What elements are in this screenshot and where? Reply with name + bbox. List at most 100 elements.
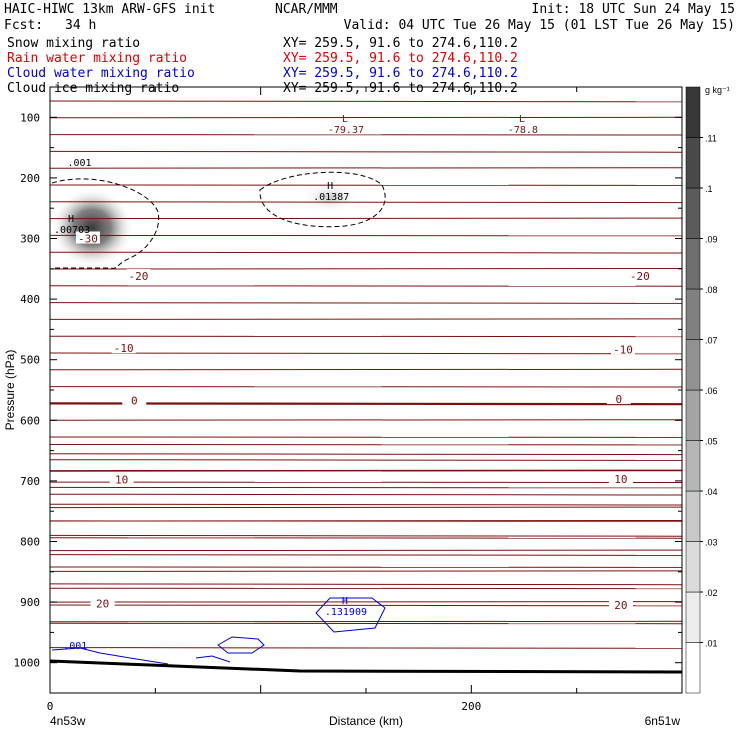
colorbar-segment (685, 137, 701, 189)
forecast-label: Fcst: (4, 18, 43, 33)
temperature-contour (50, 534, 682, 537)
colorbar-tick-label: .06 (705, 386, 718, 396)
label-backdrop (90, 596, 115, 609)
temperature-contour (50, 100, 682, 103)
y-tick-label: 200 (20, 172, 40, 185)
model-title: HAIC-HIWC 13km ARW-GFS init (4, 2, 215, 17)
temperature-contour (50, 368, 682, 371)
colorbar-segment (685, 490, 701, 542)
y-tick-label: 500 (20, 354, 40, 367)
temperature-label: 0 (615, 393, 622, 406)
extremum-marker: L (342, 114, 348, 125)
label-backdrop (608, 598, 633, 611)
colorbar-unit: g kg⁻¹ (705, 85, 730, 95)
colorbar-segment (685, 86, 701, 138)
cloud-water-contour (217, 636, 265, 654)
colorbar-segment (685, 187, 701, 239)
valid-time: Valid: 04 UTC Tue 26 May 15 (01 LST Tue … (344, 18, 735, 33)
temperature-contour (50, 150, 682, 153)
temperature-contour (50, 301, 682, 304)
temperature-contour (50, 352, 682, 355)
colorbar-tick-label: .01 (705, 639, 718, 649)
colorbar-segment (685, 541, 701, 593)
cloud-water-contour (51, 647, 169, 665)
field-xy: XY= 259.5, 91.6 to 274.6,110.2 (283, 81, 518, 96)
y-tick-label: 800 (20, 536, 40, 549)
field-name: Cloud water mixing ratio (7, 66, 195, 81)
y-tick-label: 100 (20, 111, 40, 124)
colorbar-tick-label: .09 (705, 235, 718, 245)
colorbar-segment (685, 389, 701, 441)
field-xy: XY= 259.5, 91.6 to 274.6,110.2 (283, 36, 518, 51)
label-backdrop (126, 269, 151, 282)
temperature-label: 20 (96, 597, 109, 610)
temperature-label: 10 (115, 474, 128, 487)
label-backdrop (109, 472, 134, 485)
temperature-contour (50, 419, 682, 421)
temperature-contour (50, 604, 682, 607)
x-tick-label: 200 (461, 700, 481, 713)
y-tick-label: 600 (20, 414, 40, 427)
temperature-contour (50, 268, 682, 270)
field-name: Rain water mixing ratio (7, 51, 187, 66)
colorbar-tick-label: .05 (705, 437, 718, 447)
extremum-marker: H (327, 181, 333, 192)
snow-maximum-shading (50, 187, 135, 268)
colorbar-tick-label: .04 (705, 487, 718, 497)
temperature-label: -10 (613, 343, 633, 356)
field-name: Snow mixing ratio (7, 36, 140, 51)
field-name: Cloud ice mixing ratio (7, 81, 179, 96)
ice-contour-001 (259, 171, 386, 228)
terrain-line (50, 659, 682, 674)
temperature-contour (50, 116, 682, 119)
colorbar-segment (685, 642, 701, 694)
extremum-value: -78.8 (508, 125, 538, 136)
label-backdrop (606, 392, 631, 405)
label-backdrop (111, 341, 136, 354)
y-tick-label: 700 (20, 475, 40, 488)
label-backdrop (608, 472, 633, 485)
colorbar-segment (685, 288, 701, 340)
temperature-contour (50, 570, 682, 572)
temperature-contour (50, 493, 682, 496)
y-tick-label: 1000 (14, 657, 41, 670)
temperature-label: -20 (630, 270, 650, 283)
y-tick-label: 900 (20, 596, 40, 609)
contour-label: .001 (67, 158, 91, 169)
temperature-contour (50, 646, 682, 649)
temperature-contour (50, 620, 682, 623)
field-xy: XY= 259.5, 91.6 to 274.6,110.2 (283, 66, 518, 81)
temperature-contour (50, 583, 682, 586)
temperature-contour (50, 553, 682, 556)
temperature-contour (50, 217, 682, 220)
temperature-contour (50, 453, 682, 456)
x-right-endpoint: 6n51w (645, 714, 681, 728)
colorbar-segment (685, 339, 701, 391)
x-left-endpoint: 4n53w (50, 714, 86, 728)
extremum-value: .01387 (313, 192, 349, 203)
y-tick-label: 400 (20, 293, 40, 306)
colorbar-tick-label: .07 (705, 336, 718, 346)
temperature-contour (50, 549, 682, 552)
y-tick-label: 300 (20, 233, 40, 246)
temperature-contour (50, 251, 682, 254)
temperature-contour (50, 503, 682, 506)
extremum-marker: H (68, 214, 74, 225)
temperature-label: -20 (129, 270, 149, 283)
temperature-contour (50, 470, 682, 472)
cloud-water-contour (195, 655, 231, 663)
temperature-label: 20 (614, 599, 627, 612)
temperature-contour (50, 402, 682, 406)
label-backdrop (611, 342, 636, 355)
temperature-contour (50, 318, 682, 320)
forecast-hours: 34 h (65, 18, 96, 33)
colorbar-segment (685, 440, 701, 492)
label-backdrop (627, 269, 652, 282)
label-backdrop (75, 231, 100, 244)
organization: NCAR/MMM (275, 2, 338, 17)
temperature-label: 0 (131, 394, 138, 407)
extremum-marker: L (519, 114, 525, 125)
colorbar-segment (685, 238, 701, 290)
y-axis-label: Pressure (hPa) (3, 350, 17, 431)
